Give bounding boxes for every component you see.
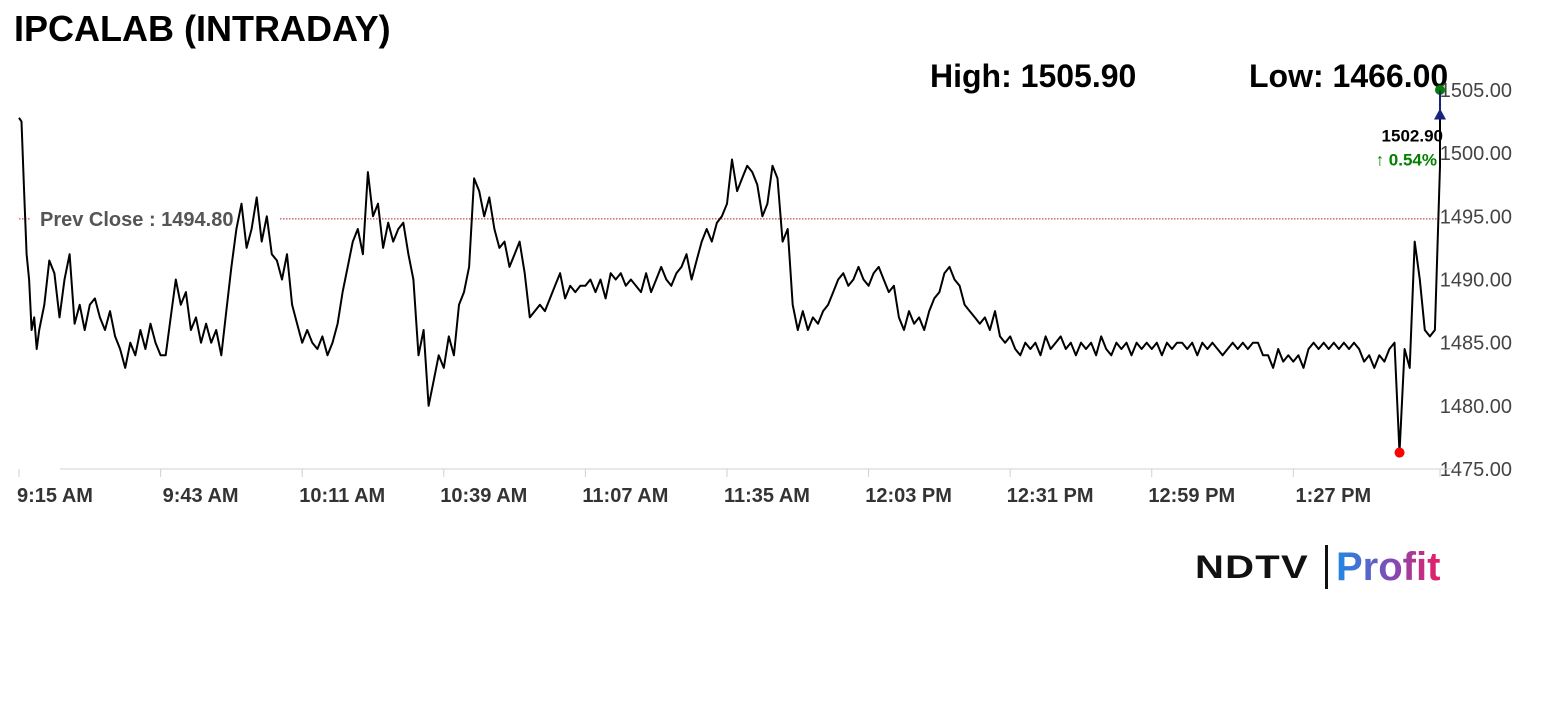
prev-close-label: Prev Close : 1494.80 [40,209,233,231]
last-price-label: 1502.90 [1382,127,1443,146]
x-tick-label: 9:15 AM [17,485,93,507]
x-tick-label: 11:07 AM [582,485,668,507]
page-title: IPCALAB (INTRADAY) [14,8,391,49]
y-axis-ticks: 1505.00 1500.00 1495.00 1490.00 1485.00 1480.… [1440,80,1512,481]
low-marker-dot [1394,447,1405,458]
change-percent-label: ↑ 0.54% [1376,151,1437,170]
y-tick-label: 1485.00 [1440,333,1512,355]
day-low-label: Low: 1466.00 [1249,58,1449,94]
profit-logo-text: Profit [1336,544,1441,589]
x-tick-label: 9:43 AM [163,485,239,507]
x-tick-label: 12:59 PM [1148,485,1235,507]
x-tick-label: 10:39 AM [440,485,527,507]
price-series [18,116,1441,454]
x-axis: 9:15 AM 9:43 AM 10:11 AM 10:39 AM 11:07 AM 11… [17,468,1455,507]
y-tick-label: 1480.00 [1440,396,1512,418]
y-tick-label: 1495.00 [1440,206,1512,228]
ndtv-profit-logo: NDTV Profit [1195,544,1440,590]
y-tick-label: 1505.00 [1440,80,1512,102]
price-line [18,116,1441,454]
x-tick-label: 1:27 PM [1296,485,1372,507]
x-tick-label: 12:03 PM [865,485,952,507]
prev-close-group: Prev Close : 1494.80 [19,205,1440,232]
markers-group: 1502.90 ↑ 0.54% [1376,85,1446,458]
logo-divider [1325,545,1328,589]
ndtv-logo-text: NDTV [1195,548,1309,585]
x-tick-label: 10:11 AM [299,485,385,507]
x-tick-label: 11:35 AM [724,485,810,507]
y-tick-label: 1490.00 [1440,270,1512,292]
y-tick-label: 1500.00 [1440,143,1512,165]
y-tick-label: 1475.00 [1440,459,1512,481]
day-high-label: High: 1505.90 [930,58,1137,94]
x-tick-label: 12:31 PM [1007,485,1094,507]
